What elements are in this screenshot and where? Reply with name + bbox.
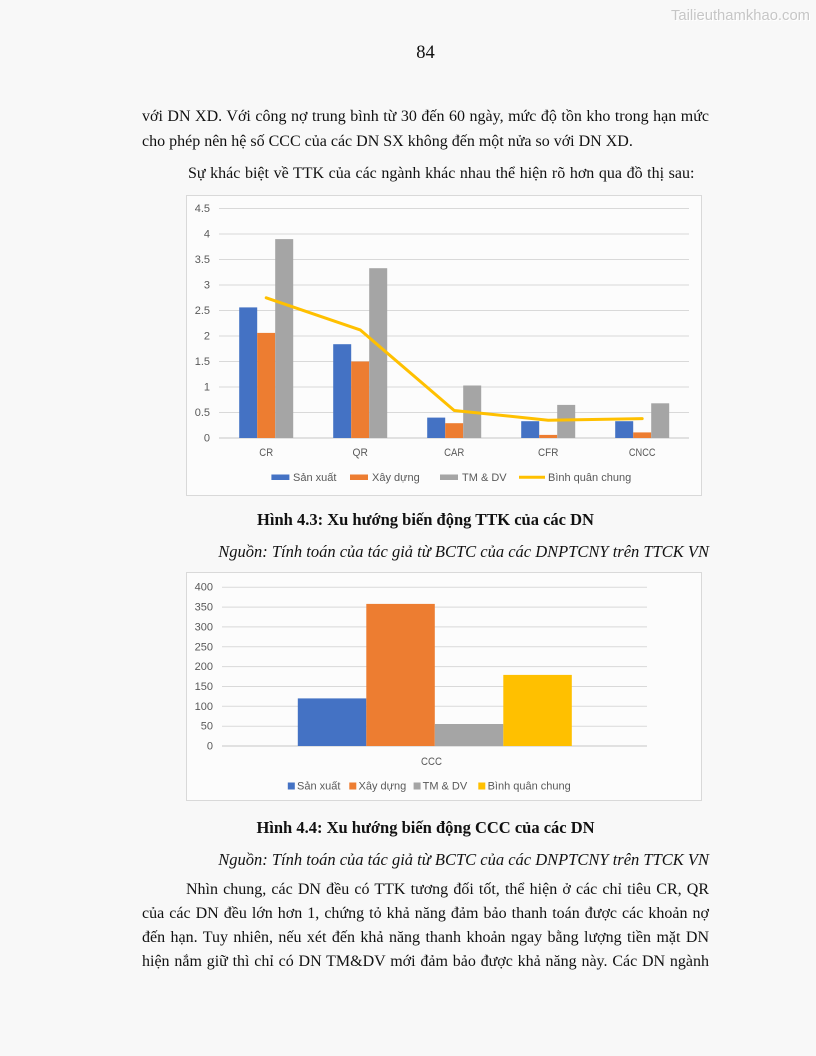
svg-text:Sản xuất: Sản xuất	[293, 472, 336, 484]
svg-text:TM & DV: TM & DV	[423, 781, 468, 793]
svg-text:QR: QR	[353, 447, 369, 459]
svg-text:50: 50	[201, 721, 213, 733]
svg-text:100: 100	[195, 701, 213, 713]
svg-text:Sản xuất: Sản xuất	[297, 781, 340, 793]
svg-text:3: 3	[204, 280, 210, 292]
svg-text:200: 200	[195, 661, 213, 673]
svg-text:400: 400	[195, 582, 213, 594]
svg-text:Xây dựng: Xây dựng	[359, 781, 407, 793]
svg-text:CFR: CFR	[538, 448, 559, 460]
svg-text:4.5: 4.5	[195, 203, 210, 215]
svg-text:Bình quân chung: Bình quân chung	[548, 472, 631, 484]
svg-text:350: 350	[195, 602, 213, 614]
svg-text:250: 250	[195, 641, 213, 653]
svg-text:Xây dựng: Xây dựng	[372, 472, 420, 484]
svg-text:1: 1	[204, 382, 210, 394]
svg-text:0: 0	[207, 741, 213, 753]
svg-text:Bình quân chung: Bình quân chung	[488, 781, 571, 793]
svg-text:2.5: 2.5	[195, 305, 210, 317]
svg-text:300: 300	[195, 621, 213, 633]
svg-text:4: 4	[204, 229, 210, 241]
svg-text:CR: CR	[259, 447, 273, 459]
svg-text:150: 150	[195, 681, 213, 693]
svg-text:CNCC: CNCC	[629, 447, 656, 459]
svg-text:CCC: CCC	[421, 757, 442, 769]
svg-text:0: 0	[204, 433, 210, 445]
svg-text:2: 2	[204, 331, 210, 343]
svg-text:TM & DV: TM & DV	[462, 472, 507, 484]
svg-text:CAR: CAR	[444, 447, 464, 459]
svg-text:0.5: 0.5	[195, 407, 210, 419]
svg-text:3.5: 3.5	[195, 254, 210, 266]
svg-text:1.5: 1.5	[195, 356, 210, 368]
